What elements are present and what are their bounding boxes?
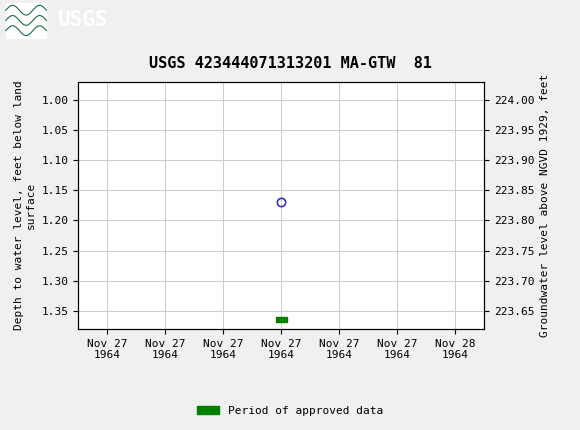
Legend: Period of approved data: Period of approved data — [193, 401, 387, 420]
FancyBboxPatch shape — [6, 3, 46, 37]
Bar — [276, 317, 287, 322]
Y-axis label: Groundwater level above NGVD 1929, feet: Groundwater level above NGVD 1929, feet — [540, 74, 550, 337]
Text: USGS 423444071313201 MA-GTW  81: USGS 423444071313201 MA-GTW 81 — [148, 56, 432, 71]
Y-axis label: Depth to water level, feet below land
surface: Depth to water level, feet below land su… — [14, 80, 36, 330]
Text: USGS: USGS — [58, 10, 108, 31]
